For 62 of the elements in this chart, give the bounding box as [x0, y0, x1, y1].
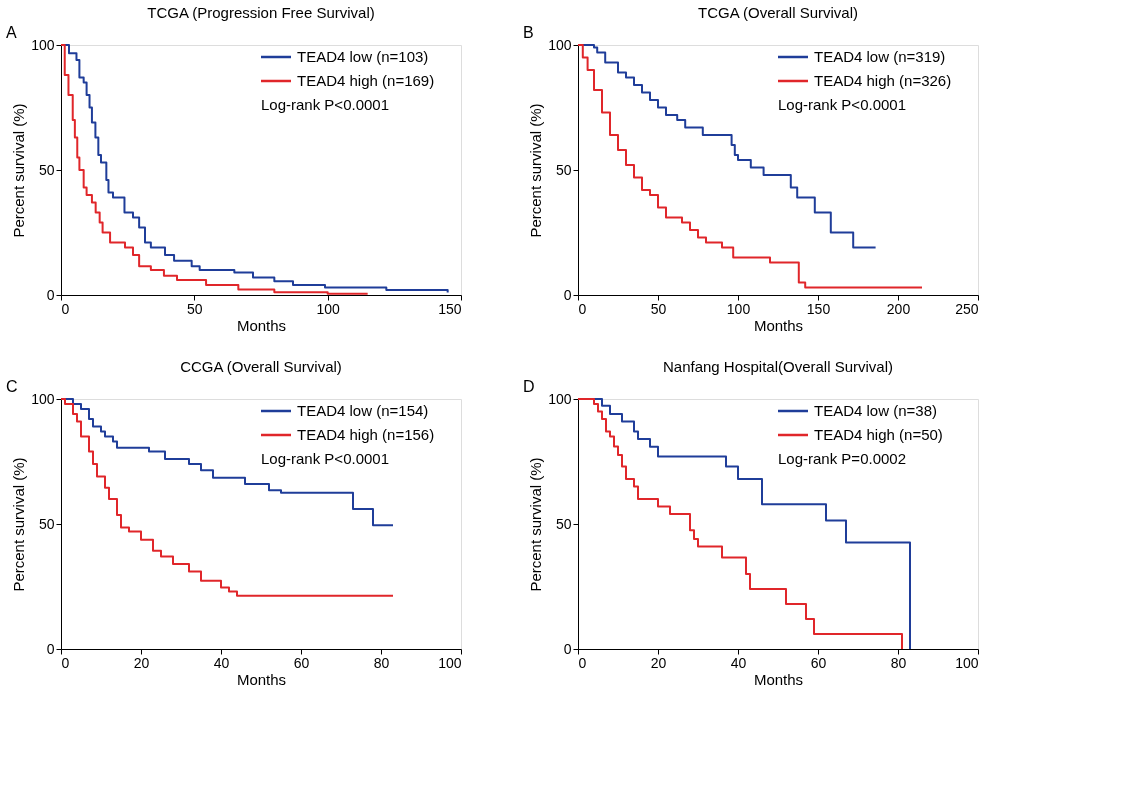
x-tick-label: 80 — [890, 654, 907, 671]
legend-label: TEAD4 low (n=319) — [814, 48, 946, 65]
x-tick-label: 0 — [578, 300, 587, 317]
x-tick-label: 250 — [955, 300, 979, 317]
legend-label: TEAD4 high (n=156) — [297, 426, 435, 443]
chart-title: TCGA (Progression Free Survival) — [147, 4, 375, 21]
y-tick-label: 50 — [38, 161, 55, 178]
y-tick-label: 50 — [38, 515, 55, 532]
legend-label: TEAD4 low (n=154) — [297, 402, 429, 419]
x-tick-label: 100 — [438, 654, 462, 671]
y-tick-label: 0 — [46, 286, 55, 303]
x-tick-label: 0 — [61, 300, 70, 317]
chart-title: TCGA (Overall Survival) — [697, 4, 859, 21]
y-tick-label: 0 — [563, 286, 572, 303]
text: B — [523, 24, 534, 41]
y-axis-title: Percent survival (%) — [10, 457, 28, 592]
y-tick-label: 100 — [31, 36, 55, 53]
y-tick-label: 0 — [46, 640, 55, 657]
x-tick-label: 100 — [955, 654, 979, 671]
x-tick-label: 100 — [316, 300, 341, 317]
x-tick-label: 150 — [438, 300, 462, 317]
y-tick-label: 100 — [548, 36, 572, 53]
x-tick-label: 0 — [578, 654, 587, 671]
legend-label: TEAD4 low (n=103) — [297, 48, 429, 65]
x-tick-label: 50 — [187, 300, 203, 317]
y-tick-label: 0 — [563, 640, 572, 657]
y-tick-label: 100 — [31, 390, 55, 407]
x-axis-title: Months — [236, 670, 287, 688]
x-axis-title: Months — [753, 670, 804, 688]
chart-title: Nanfang Hospital(Overall Survival) — [662, 358, 894, 375]
y-axis-title: Percent survival (%) — [10, 103, 28, 238]
x-tick-label: 60 — [810, 654, 827, 671]
legend-label: TEAD4 high (n=50) — [814, 426, 943, 443]
legend-label: TEAD4 high (n=169) — [297, 72, 435, 89]
y-tick-label: 50 — [555, 515, 572, 532]
x-tick-label: 100 — [726, 300, 751, 317]
x-tick-label: 20 — [133, 654, 150, 671]
x-tick-label: 200 — [886, 300, 911, 317]
x-tick-label: 150 — [806, 300, 831, 317]
x-tick-label: 20 — [650, 654, 667, 671]
annotation: Log-rank P<0.0001 — [261, 450, 390, 467]
legend-label: TEAD4 low (n=38) — [814, 402, 937, 419]
text: D — [523, 378, 535, 395]
x-axis-title: Months — [753, 316, 804, 334]
x-axis-title: Months — [236, 316, 287, 334]
legend-label: TEAD4 high (n=326) — [814, 72, 952, 89]
x-tick-label: 60 — [293, 654, 310, 671]
text: A — [6, 24, 17, 41]
annotation: Log-rank P=0.0002 — [778, 450, 907, 467]
annotation: Log-rank P<0.0001 — [778, 96, 907, 113]
y-tick-label: 100 — [548, 390, 572, 407]
x-tick-label: 40 — [213, 654, 230, 671]
y-axis-title: Percent survival (%) — [527, 457, 545, 592]
text: C — [6, 378, 18, 395]
x-tick-label: 0 — [61, 654, 70, 671]
chart-title: CCGA (Overall Survival) — [180, 358, 342, 375]
y-tick-label: 50 — [555, 161, 572, 178]
x-tick-label: 50 — [650, 300, 667, 317]
x-tick-label: 40 — [730, 654, 747, 671]
x-tick-label: 80 — [373, 654, 390, 671]
annotation: Log-rank P<0.0001 — [261, 96, 390, 113]
y-axis-title: Percent survival (%) — [527, 103, 545, 238]
